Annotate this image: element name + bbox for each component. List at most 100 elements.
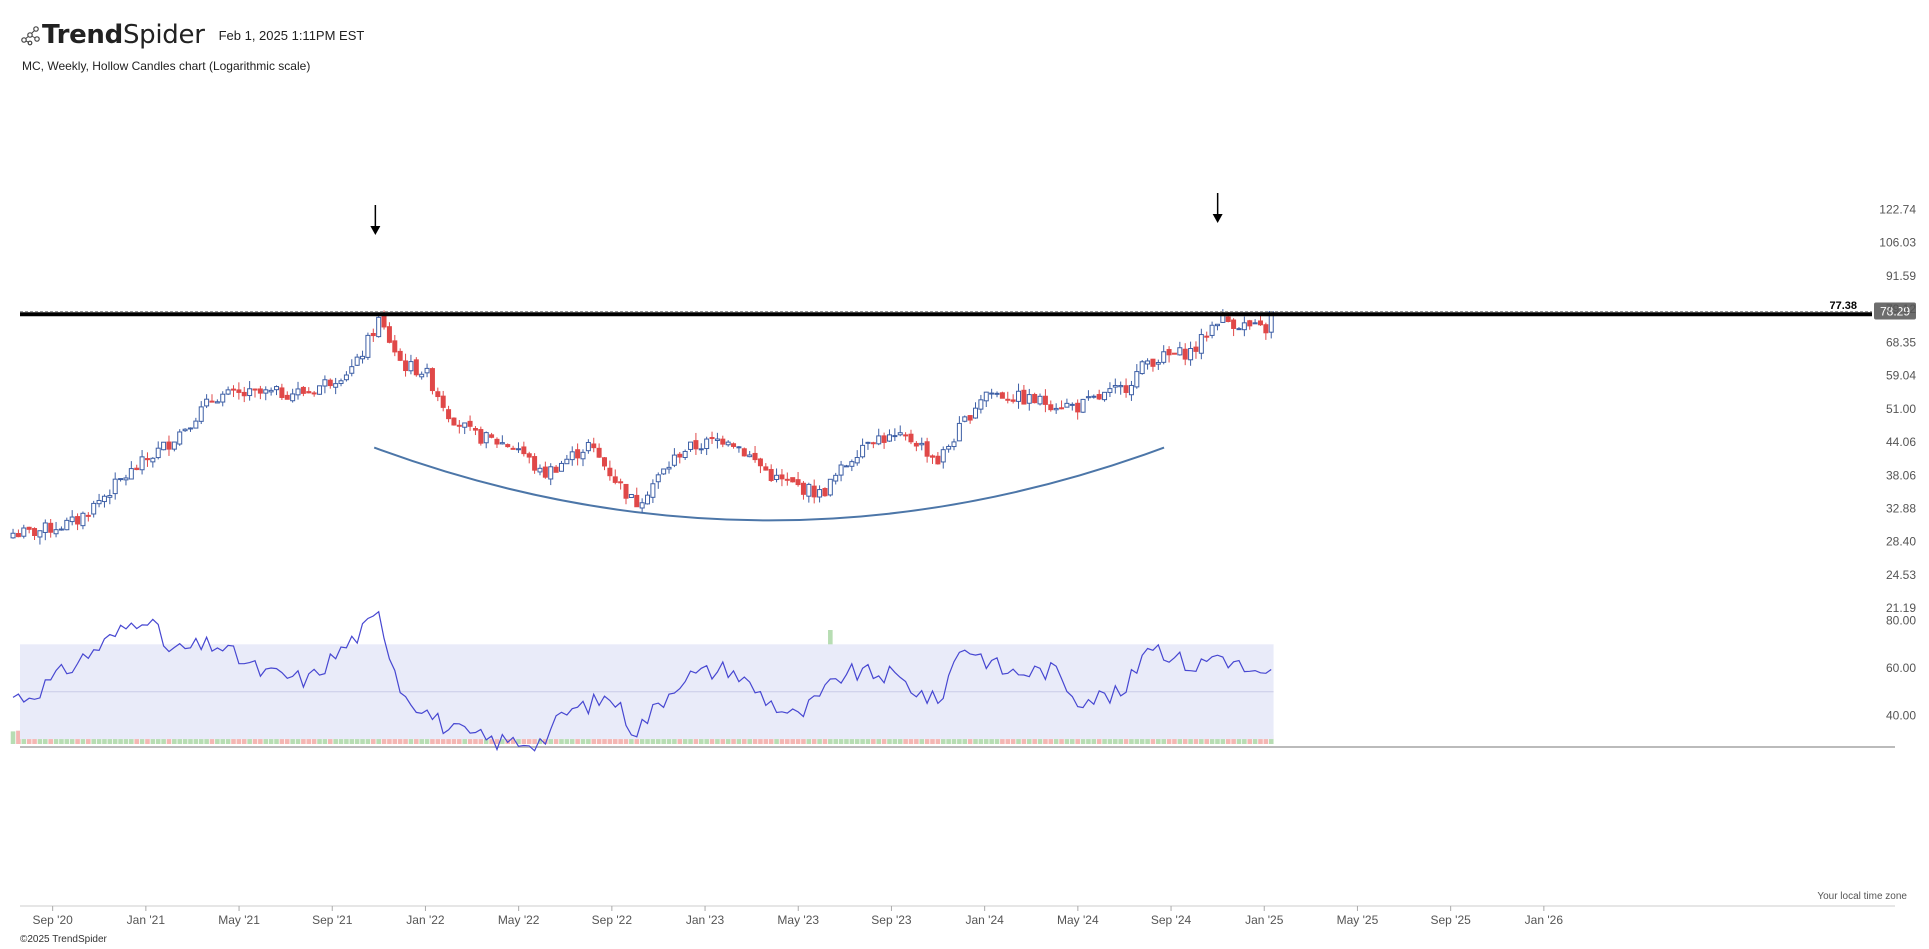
volume-bar <box>897 736 903 744</box>
rsi-tick-label: 40.00 <box>1886 708 1916 722</box>
candle-body <box>494 438 500 445</box>
resistance-level[interactable]: 77.38 78.29 <box>20 300 1916 320</box>
candle-body <box>1236 328 1242 331</box>
candle-body <box>558 462 564 472</box>
volume-bar <box>198 736 204 744</box>
candle <box>1059 400 1065 410</box>
candle-body <box>322 379 328 387</box>
candle <box>661 468 667 475</box>
candle-body <box>655 474 661 483</box>
candle-body <box>849 461 855 467</box>
candle-body <box>338 380 344 384</box>
candle <box>263 386 269 401</box>
x-tick-label: Jan '23 <box>686 913 725 927</box>
timezone-note[interactable]: Your local time zone <box>1817 891 1907 902</box>
candle <box>10 528 16 539</box>
candle-body <box>661 468 667 475</box>
candle-body <box>435 391 441 398</box>
candle <box>360 350 366 364</box>
candle-body <box>596 447 602 458</box>
volume-bar <box>844 734 849 744</box>
candle <box>865 441 871 450</box>
candle-body <box>58 528 64 531</box>
candle-body <box>354 356 360 366</box>
volume-bar <box>129 737 134 744</box>
candle <box>139 450 145 475</box>
candle <box>790 477 796 483</box>
candle <box>1096 389 1102 401</box>
candle <box>655 472 661 489</box>
candle <box>929 454 935 464</box>
candle-body <box>688 441 694 450</box>
candle <box>983 391 989 407</box>
candle <box>645 491 651 505</box>
candle-body <box>376 316 382 338</box>
rsi-tick-label: 60.00 <box>1886 661 1916 675</box>
candle-body <box>403 360 409 372</box>
volume-bar <box>935 737 941 744</box>
candle-body <box>1107 388 1113 393</box>
candle <box>456 420 462 434</box>
price-axis[interactable]: 122.74 106.03 91.59 79.12 68.35 59.04 51.00 44.… <box>1879 202 1916 615</box>
candle-body <box>478 429 484 444</box>
candle <box>75 513 81 531</box>
candle-body <box>521 446 527 455</box>
candle-body <box>1048 404 1054 411</box>
x-tick-label: Sep '22 <box>592 913 633 927</box>
candle-body <box>252 388 258 391</box>
candle-body <box>166 441 172 450</box>
candle <box>628 493 634 499</box>
volume-bar <box>1075 735 1080 744</box>
candle-body <box>26 526 32 530</box>
candle <box>1010 394 1016 404</box>
candle <box>1118 381 1124 395</box>
candle-body <box>967 415 973 421</box>
volume-bar <box>1215 737 1220 744</box>
volume-bar <box>1268 734 1274 744</box>
candle <box>171 441 177 452</box>
candle-body <box>790 477 796 483</box>
candle <box>58 526 64 531</box>
volume-bar <box>53 735 59 744</box>
candle <box>494 437 500 448</box>
volume-bar <box>768 736 774 744</box>
candle-body <box>671 454 677 466</box>
candle-body <box>284 394 290 400</box>
volume-bar <box>397 737 403 744</box>
candle <box>1085 390 1091 401</box>
candle <box>96 493 102 508</box>
price-tick-label: 59.04 <box>1886 369 1916 383</box>
candle <box>107 489 113 505</box>
volume-bar <box>1043 736 1048 744</box>
candle-body <box>161 441 167 451</box>
candle <box>553 464 559 473</box>
candle-body <box>983 391 989 402</box>
candle-body <box>860 444 866 458</box>
candle-body <box>64 519 70 531</box>
candle <box>768 464 774 483</box>
candle-body <box>1220 314 1226 323</box>
candle <box>1214 323 1220 331</box>
time-axis[interactable]: Sep '20 Jan '21 May '21 Sep '21 Jan '22 May '… <box>32 906 1563 927</box>
candle-body <box>956 422 962 442</box>
candle <box>736 445 742 453</box>
volume-bar <box>236 736 242 744</box>
candle <box>53 521 59 538</box>
trendspider-logo[interactable]: TrendSpider <box>20 20 205 50</box>
candle-body <box>612 476 618 483</box>
candle-body <box>666 466 672 470</box>
volume-bar <box>688 735 693 744</box>
candle <box>569 446 575 466</box>
candle-body <box>1064 402 1070 408</box>
candle <box>1177 341 1183 356</box>
candle-body <box>951 441 957 448</box>
candle <box>956 416 962 442</box>
candle <box>580 449 586 467</box>
candle-body <box>618 481 624 484</box>
candle-body <box>989 392 995 395</box>
candle <box>515 442 521 453</box>
candle <box>241 386 247 403</box>
candle-body <box>537 467 543 473</box>
candle <box>1091 394 1097 399</box>
